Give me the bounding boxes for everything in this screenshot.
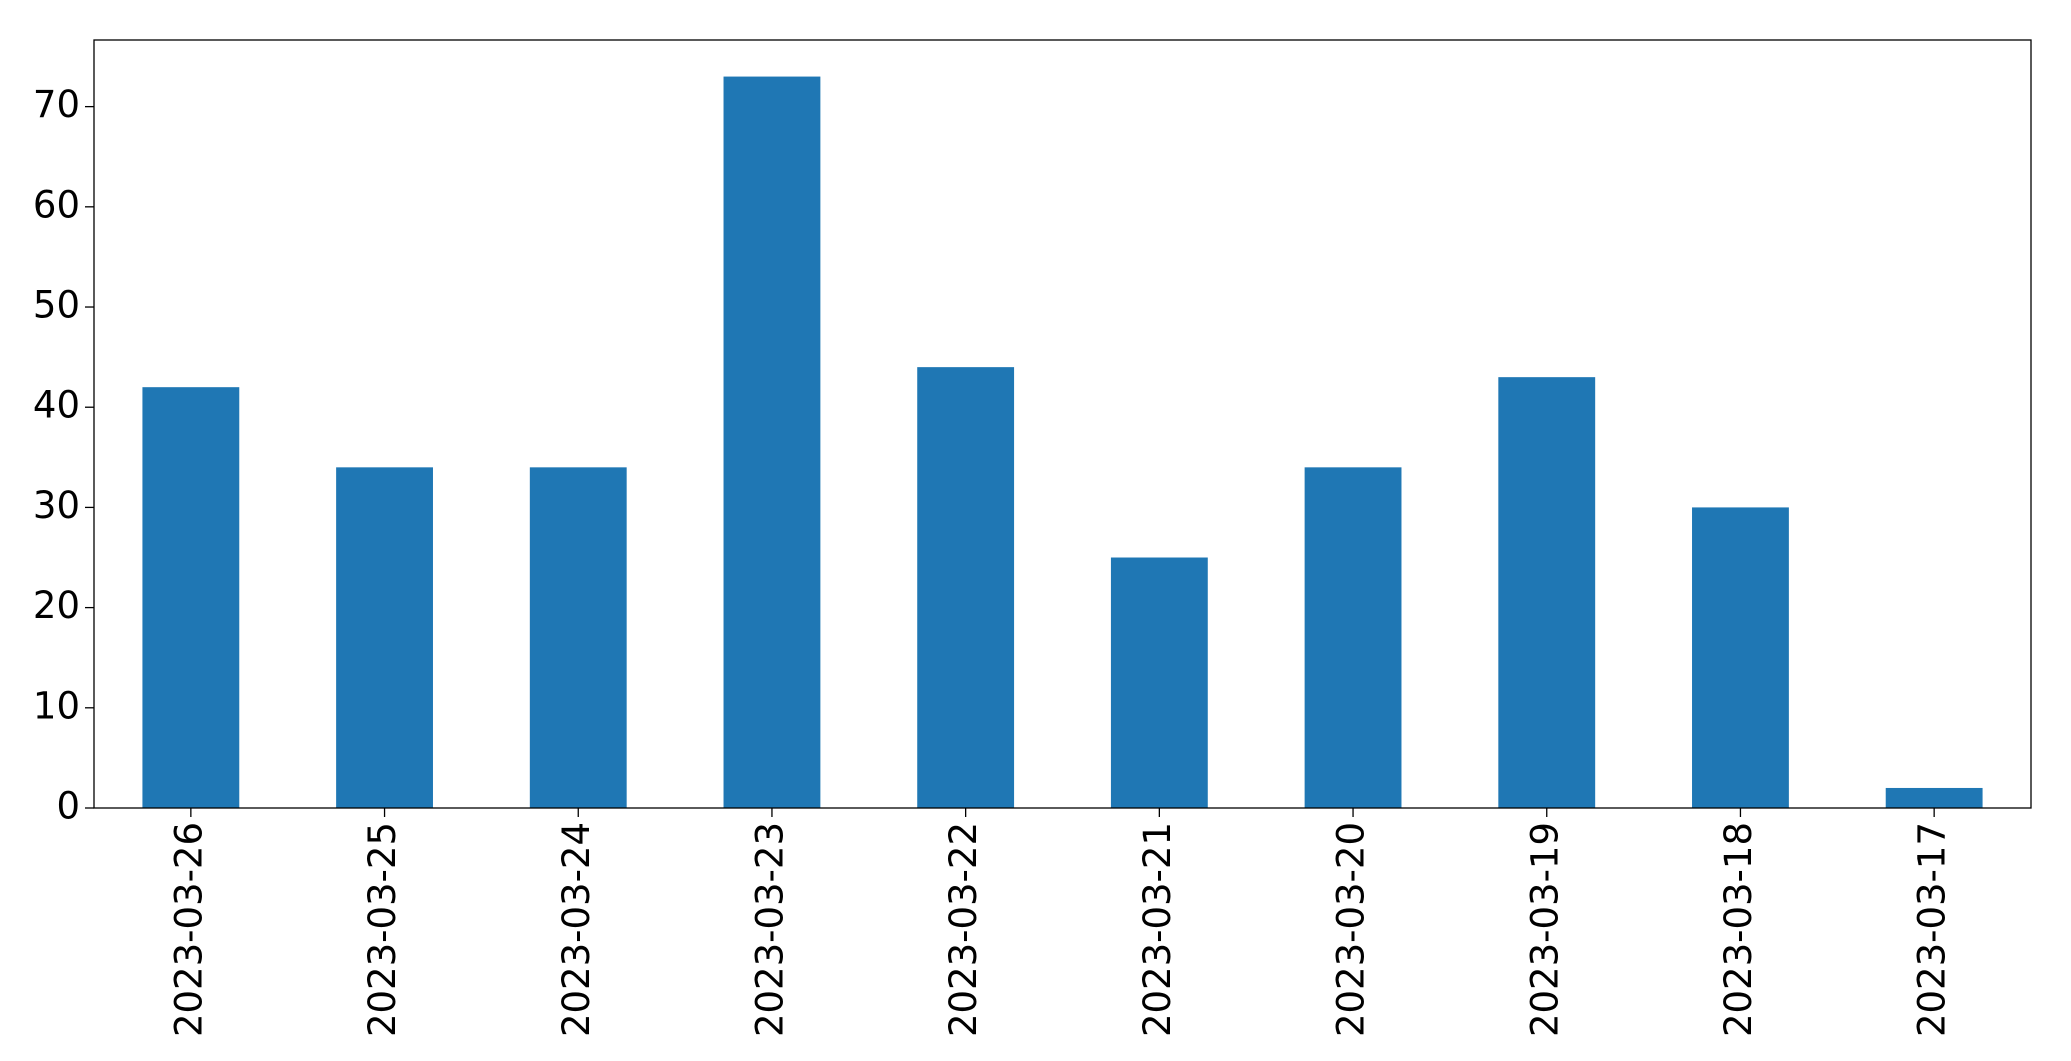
bar (723, 76, 821, 809)
x-tick-label: 2023-03-17 (1911, 822, 1954, 1037)
bar (1498, 377, 1596, 808)
x-tick-label: 2023-03-18 (1717, 822, 1760, 1037)
x-tick-label: 2023-03-24 (555, 822, 598, 1037)
y-tick-label: 70 (33, 83, 80, 126)
bar (142, 387, 240, 808)
axes-frame (93, 39, 2032, 809)
bar (1110, 557, 1208, 808)
bar (1692, 507, 1789, 808)
y-tick-label: 60 (33, 183, 80, 226)
y-tick-label: 30 (33, 484, 80, 527)
y-tick-label: 40 (33, 384, 80, 427)
bar (336, 467, 433, 808)
x-tick-label: 2023-03-19 (1523, 822, 1566, 1037)
x-tick-label: 2023-03-20 (1330, 822, 1373, 1037)
y-tick-label: 10 (33, 684, 80, 727)
x-tick-label: 2023-03-26 (167, 822, 210, 1037)
y-tick-label: 20 (33, 584, 80, 627)
bar (917, 367, 1015, 808)
bar (529, 467, 627, 808)
y-tick-label: 0 (56, 785, 80, 828)
x-tick-label: 2023-03-21 (1136, 822, 1179, 1037)
y-tick-label: 50 (33, 284, 80, 327)
x-tick-label: 2023-03-22 (942, 822, 985, 1037)
x-tick-label: 2023-03-25 (361, 822, 404, 1037)
x-tick-label: 2023-03-23 (748, 822, 791, 1037)
bar (1304, 467, 1402, 808)
bar (1885, 787, 1983, 808)
